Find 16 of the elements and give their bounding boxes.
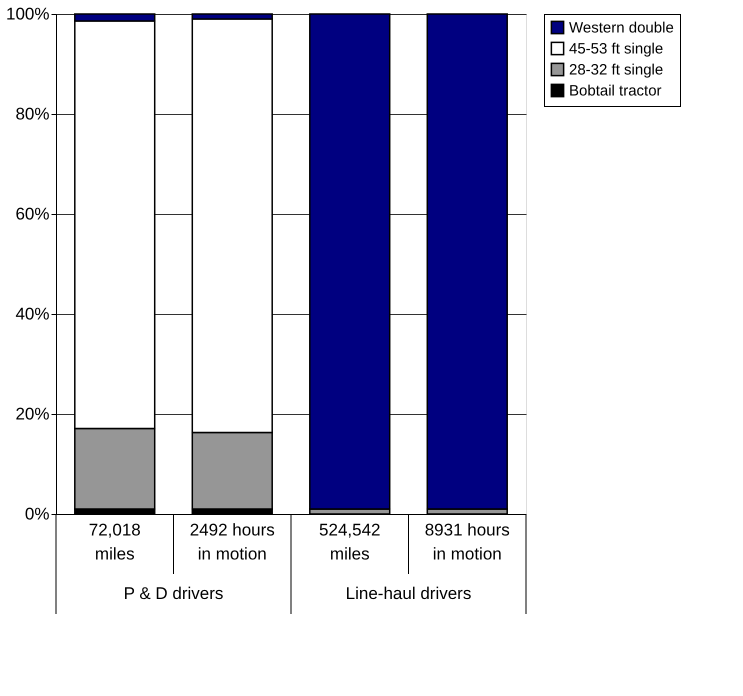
legend-label: 28-32 ft single xyxy=(569,62,664,78)
y-tick-label: 20% xyxy=(15,404,50,424)
x-tick-label: 72,018 miles xyxy=(88,520,141,564)
x-tick-label: 524,542 miles xyxy=(319,520,380,564)
y-tick-label: 60% xyxy=(15,204,50,224)
legend-label: Bobtail tractor xyxy=(569,82,662,100)
x-tick-label: 8931 hours in motion xyxy=(424,520,510,564)
y-tick-label: 100% xyxy=(6,4,50,24)
legend-label: 45-53 ft single xyxy=(569,40,664,58)
legend-label: Western double xyxy=(569,20,674,36)
y-tick-label: 40% xyxy=(15,304,50,324)
text: Line-haul drivers xyxy=(346,584,472,603)
y-tick-label: 80% xyxy=(15,104,50,124)
x-tick-label: 2492 hours in motion xyxy=(190,520,275,564)
y-tick-label: 0% xyxy=(24,504,50,524)
text: P & D drivers xyxy=(124,584,224,603)
